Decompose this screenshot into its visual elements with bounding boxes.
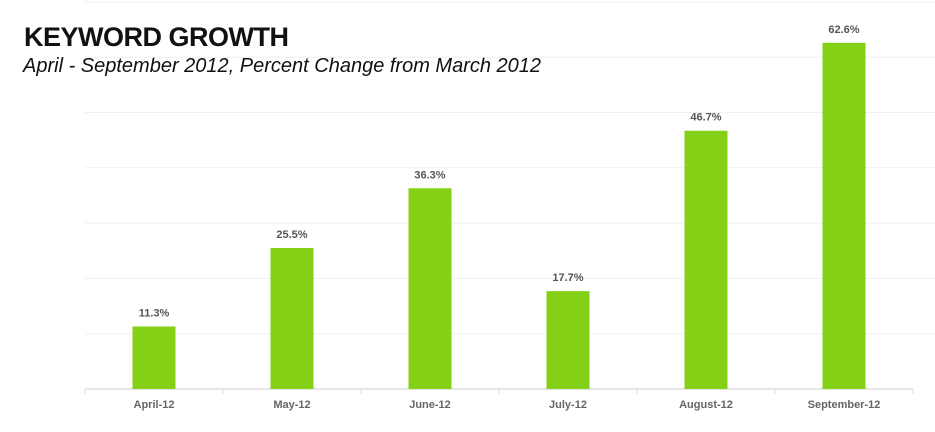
x-tick-label: July-12 [549, 399, 587, 411]
x-tick-label: August-12 [679, 399, 733, 411]
bar-september-12 [822, 42, 866, 390]
bar-june-12 [408, 188, 452, 389]
x-tick-label: April-12 [134, 399, 175, 411]
data-label: 25.5% [276, 229, 307, 241]
bar-april-12 [132, 326, 176, 389]
chart-title: KEYWORD GROWTH [24, 22, 289, 52]
chart-subtitle: April - September 2012, Percent Change f… [23, 55, 542, 77]
x-tick-label: June-12 [409, 399, 451, 411]
data-label: 46.7% [690, 112, 721, 124]
data-label: 17.7% [552, 272, 583, 284]
x-tick-label: May-12 [273, 399, 310, 411]
data-label: 62.6% [828, 24, 859, 36]
bar-august-12 [684, 130, 728, 389]
bar-may-12 [270, 247, 314, 389]
x-tick-label: September-12 [808, 399, 881, 411]
data-label: 36.3% [414, 169, 445, 181]
data-label: 11.3% [139, 308, 170, 320]
bar-july-12 [546, 291, 590, 389]
